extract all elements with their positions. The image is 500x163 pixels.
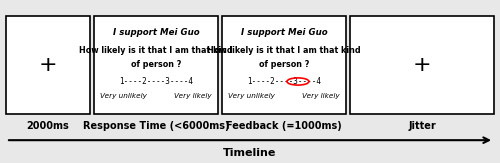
- Bar: [94, 16, 218, 114]
- Text: I support Mei Guo: I support Mei Guo: [240, 28, 328, 37]
- Text: Timeline: Timeline: [224, 148, 276, 158]
- Text: 1----2----3----4: 1----2----3----4: [119, 77, 193, 86]
- Text: 2000ms: 2000ms: [26, 121, 70, 131]
- Text: How likely is it that I am that kind: How likely is it that I am that kind: [79, 46, 233, 55]
- Text: I support Mei Guo: I support Mei Guo: [112, 28, 200, 37]
- Text: Very likely: Very likely: [174, 93, 212, 99]
- Bar: [350, 16, 494, 114]
- Text: Very unlikely: Very unlikely: [100, 93, 147, 99]
- Text: Very likely: Very likely: [302, 93, 340, 99]
- Text: Jitter: Jitter: [408, 121, 436, 131]
- Text: of person ?: of person ?: [131, 60, 181, 69]
- Text: +: +: [38, 55, 58, 75]
- Text: Very unlikely: Very unlikely: [228, 93, 275, 99]
- Bar: [6, 16, 90, 114]
- Text: 1----2----3----4: 1----2----3----4: [247, 77, 321, 86]
- Text: Feedback (=1000ms): Feedback (=1000ms): [226, 121, 342, 131]
- Text: Response Time (<6000ms): Response Time (<6000ms): [83, 121, 229, 131]
- Text: +: +: [412, 55, 432, 75]
- Text: of person ?: of person ?: [259, 60, 309, 69]
- Text: How likely is it that I am that kind: How likely is it that I am that kind: [207, 46, 361, 55]
- Bar: [222, 16, 346, 114]
